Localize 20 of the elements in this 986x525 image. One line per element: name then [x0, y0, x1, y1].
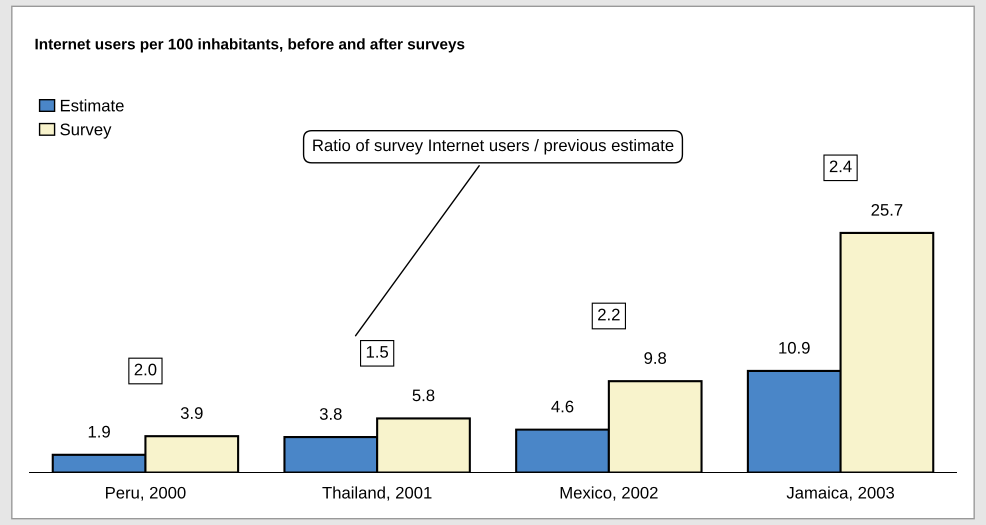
- x-tick-label: Peru, 2000: [106, 486, 186, 501]
- chart-title: Internet users per 100 inhabitants, before and after surveys: [36, 38, 464, 52]
- annotation: 1.5: [366, 346, 388, 358]
- annotation: 2.2: [598, 308, 620, 320]
- text: Ratio of survey Internet users / previous estimate: [313, 138, 674, 155]
- data-label: 10.9: [779, 342, 810, 354]
- x-tick-label: Jamaica, 2003: [786, 486, 894, 501]
- data-label: 3.9: [180, 407, 203, 419]
- data-label: 1.9: [88, 426, 110, 438]
- x-tick-label: Mexico, 2002: [560, 486, 658, 501]
- text: 2.4: [830, 160, 852, 172]
- legend-label: Estimate: [60, 99, 124, 112]
- data-label: 3.8: [320, 408, 342, 420]
- annotation: 2.0: [134, 364, 156, 376]
- data-label: 9.8: [644, 352, 666, 364]
- data-label: 4.6: [551, 400, 574, 412]
- legend-label: Survey: [60, 124, 112, 139]
- data-label: 25.7: [872, 204, 902, 216]
- x-tick-label: Thailand, 2001: [322, 486, 432, 501]
- data-label: 5.8: [412, 389, 434, 402]
